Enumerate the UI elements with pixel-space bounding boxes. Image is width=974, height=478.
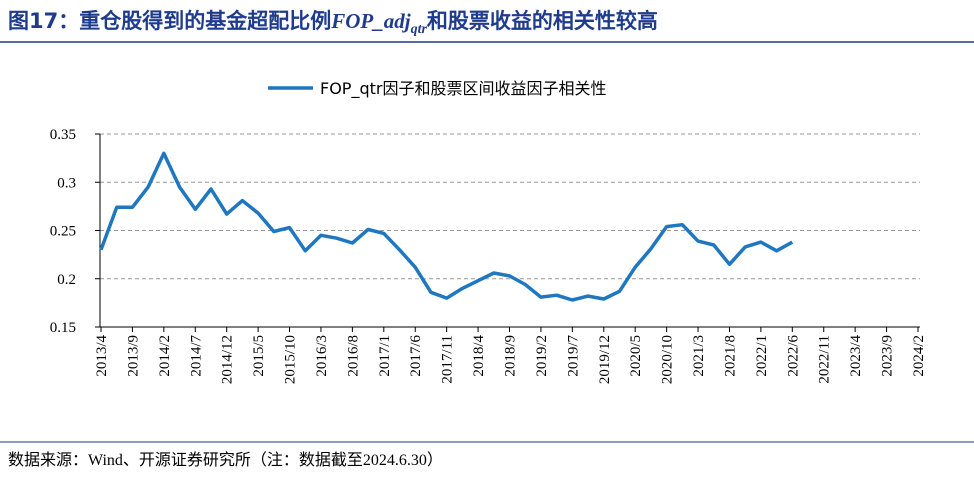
- title-part: 和股票收益的相关性较高: [427, 9, 658, 33]
- x-tick-label: 2022/6: [785, 335, 801, 377]
- x-tick-label: 2017/6: [408, 335, 424, 377]
- chart-title: 图17：重仓股得到的基金超配比例FOP_adjqtr和股票收益的相关性较高: [8, 9, 658, 37]
- x-tick-label: 2024/2: [911, 335, 927, 377]
- x-tick-label: 2018/9: [503, 335, 519, 377]
- x-tick-label: 2020/5: [628, 335, 644, 377]
- x-tick-label: 2023/9: [880, 335, 896, 377]
- x-tick-label: 2021/3: [691, 335, 707, 377]
- title-subscript: qtr: [411, 22, 428, 37]
- x-tick-label: 2014/2: [157, 335, 173, 377]
- legend-label: FOP_qtr因子和股票区间收益因子相关性: [320, 79, 606, 99]
- y-tick-label: 0.35: [50, 127, 76, 143]
- y-tick-label: 0.15: [50, 320, 76, 336]
- title-variable: FOP_adj: [330, 9, 411, 33]
- x-tick-label: 2013/9: [125, 335, 141, 377]
- y-tick-label: 0.2: [57, 272, 76, 288]
- line-series: [99, 151, 794, 302]
- x-tick-label: 2015/5: [251, 335, 267, 377]
- x-tick-label: 2016/3: [314, 335, 330, 377]
- source: 数据来源：Wind、开源证券研究所（注：数据截至2024.6.30）: [8, 451, 443, 469]
- y-tick-label: 0.3: [57, 175, 76, 191]
- x-tick-label: 2022/1: [754, 335, 770, 377]
- y-tick-label: 0.25: [50, 224, 76, 240]
- x-tick-label: 2021/8: [722, 335, 738, 377]
- x-tick-label: 2017/11: [440, 335, 456, 384]
- x-tick-label: 2023/4: [848, 335, 864, 377]
- x-tick-label: 2016/8: [345, 335, 361, 377]
- x-tick-label: 2019/2: [534, 335, 550, 377]
- x-tick-label: 2015/10: [283, 335, 299, 384]
- x-tick-label: 2013/4: [94, 335, 110, 377]
- x-tick-label: 2017/1: [377, 335, 393, 377]
- x-tick-label: 2014/12: [220, 335, 236, 384]
- x-tick-label: 2020/10: [660, 335, 676, 384]
- x-tick-label: 2014/7: [188, 335, 204, 377]
- x-tick-label: 2018/4: [471, 335, 487, 377]
- x-tick-label: 2019/7: [565, 335, 581, 377]
- x-tick-label: 2019/12: [597, 335, 613, 384]
- x-tick-label: 2022/11: [817, 335, 833, 384]
- title-part: 图17：重仓股得到的基金超配比例: [8, 9, 331, 33]
